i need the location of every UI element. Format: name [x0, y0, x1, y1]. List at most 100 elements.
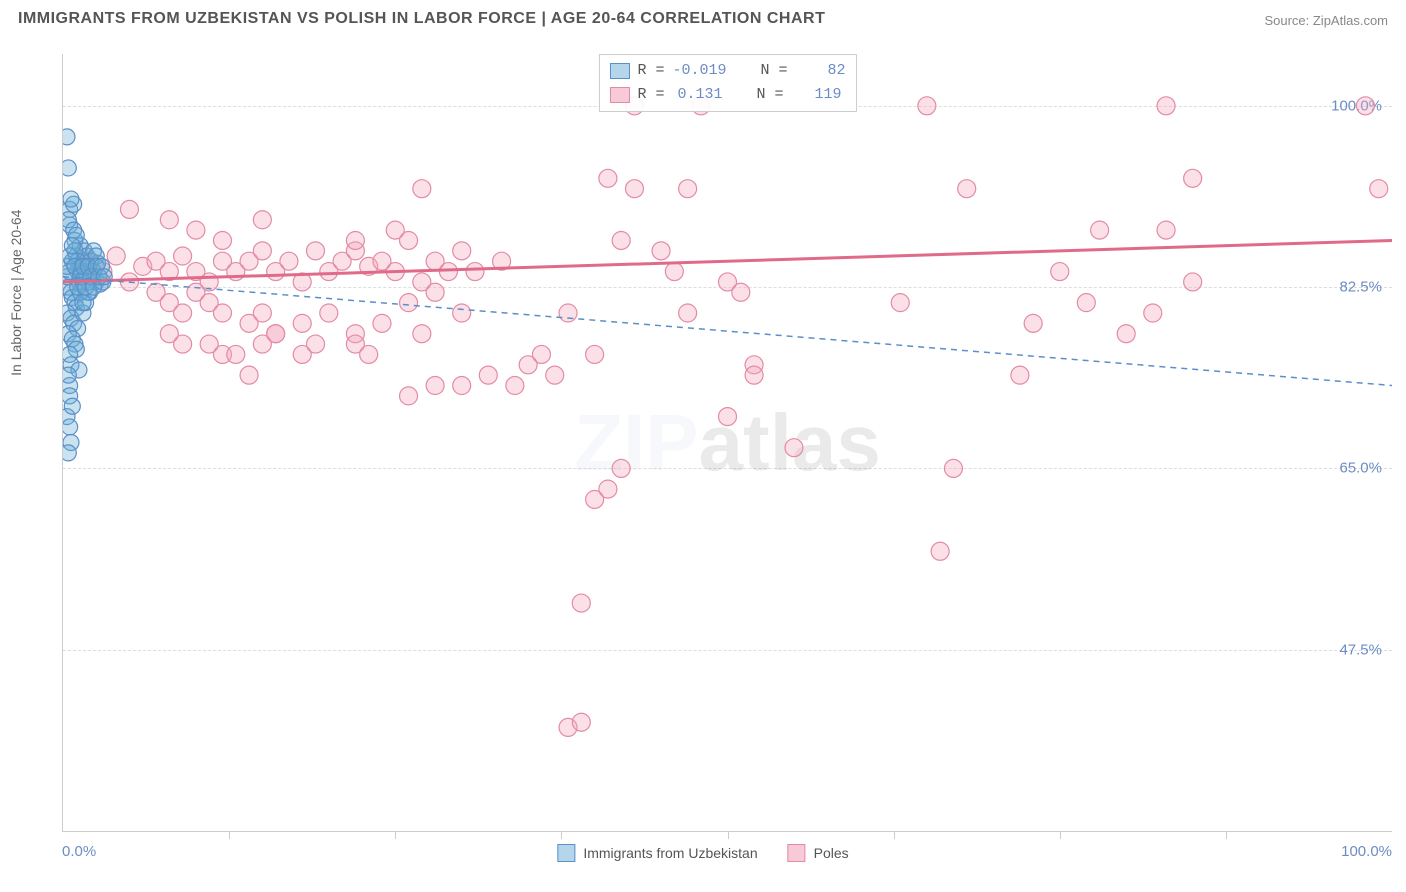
data-point [400, 294, 418, 312]
data-point [227, 345, 245, 363]
data-point [107, 247, 125, 265]
x-tick [229, 831, 230, 839]
data-point [63, 367, 76, 383]
data-point [400, 387, 418, 405]
data-point [1091, 221, 1109, 239]
data-point [96, 269, 112, 285]
data-point [426, 283, 444, 301]
scatter-svg [63, 54, 1392, 831]
data-point [1117, 325, 1135, 343]
y-axis-label: In Labor Force | Age 20-64 [8, 210, 24, 376]
data-point [213, 304, 231, 322]
data-point [1011, 366, 1029, 384]
data-point [346, 231, 364, 249]
x-tick [894, 831, 895, 839]
data-point [293, 314, 311, 332]
data-point [267, 325, 285, 343]
data-point [931, 542, 949, 560]
data-point [320, 304, 338, 322]
data-point [453, 377, 471, 395]
data-point [174, 247, 192, 265]
data-point [679, 304, 697, 322]
data-point [479, 366, 497, 384]
data-point [453, 242, 471, 260]
source-label: Source: ZipAtlas.com [1264, 13, 1388, 28]
series-legend: Immigrants from Uzbekistan Poles [557, 844, 848, 862]
legend-label: Immigrants from Uzbekistan [583, 845, 757, 861]
x-tick [1226, 831, 1227, 839]
data-point [732, 283, 750, 301]
data-point [719, 408, 737, 426]
data-point [1370, 180, 1388, 198]
data-point [466, 263, 484, 281]
data-point [160, 325, 178, 343]
data-point [240, 366, 258, 384]
data-point [586, 345, 604, 363]
legend-item: Immigrants from Uzbekistan [557, 844, 757, 862]
plot-area: R =-0.019 N =82R =0.131 N =119 ZIPatlas … [62, 54, 1392, 832]
data-point [187, 221, 205, 239]
data-point [559, 304, 577, 322]
data-point [64, 238, 80, 254]
data-point [120, 200, 138, 218]
x-axis-min-label: 0.0% [62, 843, 96, 860]
data-point [891, 294, 909, 312]
data-point [63, 445, 76, 461]
trend-line [63, 277, 1392, 386]
chart-title: IMMIGRANTS FROM UZBEKISTAN VS POLISH IN … [18, 10, 825, 28]
data-point [625, 180, 643, 198]
data-point [174, 304, 192, 322]
data-point [280, 252, 298, 270]
data-point [63, 160, 76, 176]
data-point [453, 304, 471, 322]
x-tick [728, 831, 729, 839]
chart-area: In Labor Force | Age 20-64 R =-0.019 N =… [14, 46, 1392, 872]
data-point [519, 356, 537, 374]
legend-swatch [557, 844, 575, 862]
legend-label: Poles [814, 845, 849, 861]
data-point [1144, 304, 1162, 322]
data-point [200, 335, 218, 353]
data-point [426, 377, 444, 395]
data-point [612, 459, 630, 477]
data-point [1157, 221, 1175, 239]
data-point [1184, 169, 1202, 187]
data-point [546, 366, 564, 384]
data-point [944, 459, 962, 477]
data-point [75, 295, 91, 311]
data-point [506, 377, 524, 395]
data-point [918, 97, 936, 115]
legend-swatch [609, 87, 629, 103]
data-point [1051, 263, 1069, 281]
data-point [63, 129, 75, 145]
data-point [213, 231, 231, 249]
data-point [679, 180, 697, 198]
data-point [599, 169, 617, 187]
data-point [586, 490, 604, 508]
data-point [386, 221, 404, 239]
data-point [1077, 294, 1095, 312]
x-tick [395, 831, 396, 839]
data-point [1024, 314, 1042, 332]
data-point [360, 345, 378, 363]
data-point [413, 180, 431, 198]
data-point [160, 211, 178, 229]
legend-swatch [788, 844, 806, 862]
data-point [373, 314, 391, 332]
data-point [1356, 97, 1374, 115]
data-point [64, 398, 80, 414]
data-point [785, 439, 803, 457]
data-point [63, 191, 79, 207]
legend-swatch [609, 63, 629, 79]
data-point [413, 325, 431, 343]
x-tick [561, 831, 562, 839]
data-point [307, 242, 325, 260]
data-point [63, 419, 78, 435]
data-point [572, 713, 590, 731]
data-point [253, 304, 271, 322]
legend-row: R =-0.019 N =82 [609, 59, 845, 83]
data-point [253, 242, 271, 260]
data-point [958, 180, 976, 198]
data-point [307, 335, 325, 353]
x-tick [1060, 831, 1061, 839]
